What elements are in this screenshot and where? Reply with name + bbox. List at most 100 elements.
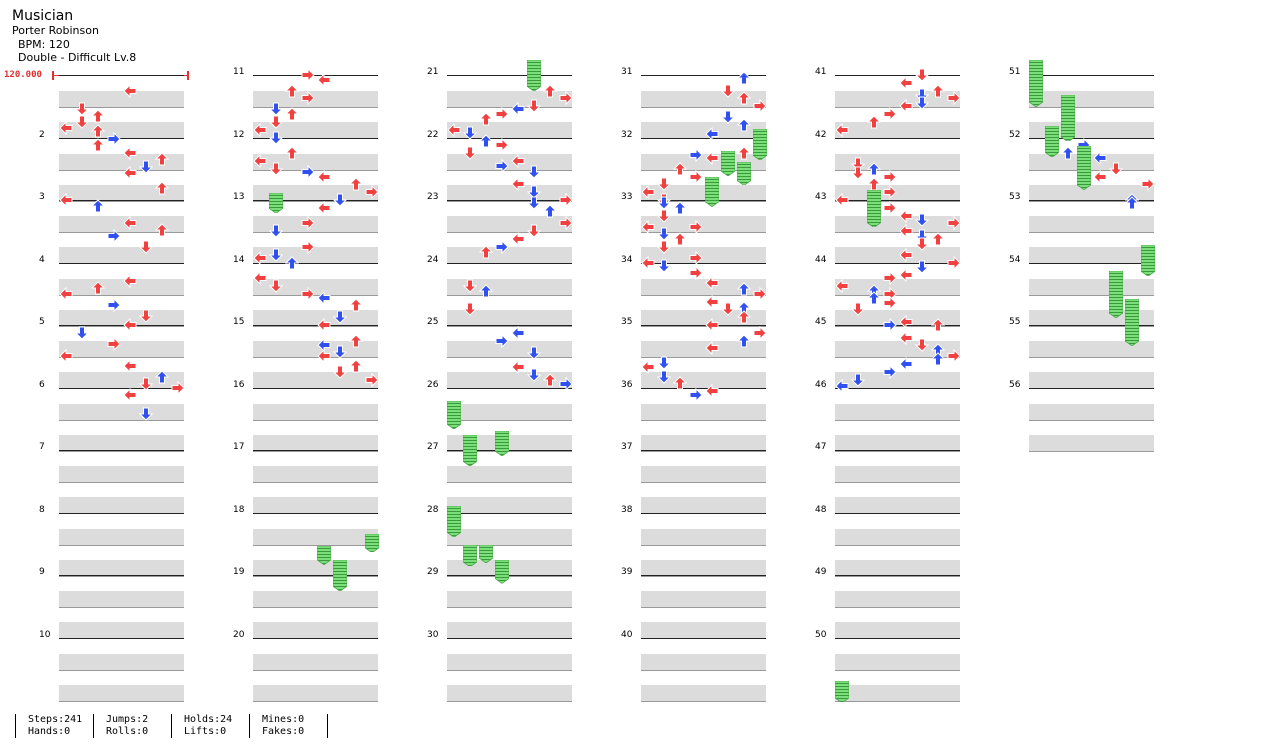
measure-line	[253, 137, 378, 139]
beat-stripe	[1029, 403, 1154, 421]
chart-column: 41 42 43 44 45 46 47 48 49 50	[815, 0, 961, 710]
red-arrow-u-icon	[91, 124, 105, 138]
measure-number: 47	[815, 442, 827, 452]
chart-column: 2 3 4 5 6 7 8 9 10	[39, 0, 185, 710]
red-arrow-r-icon	[947, 91, 961, 106]
red-arrow-r-icon	[301, 216, 315, 231]
beat-stripe	[1029, 309, 1154, 327]
measure-line	[447, 387, 572, 389]
measure-number: 4	[39, 254, 45, 265]
measure-number: 6	[39, 379, 45, 390]
beat-stripe	[253, 653, 378, 671]
measure-line	[59, 575, 184, 576]
hold-note-icon	[446, 505, 462, 538]
measure-number: 13	[233, 192, 245, 202]
blue-arrow-d-icon	[527, 185, 541, 199]
measure-number: 12	[233, 129, 245, 140]
blue-arrow-d-icon	[915, 96, 929, 110]
beat-stripe	[641, 591, 766, 608]
measure-line	[447, 137, 572, 139]
beat-stripe	[641, 216, 766, 233]
beat-stripe	[641, 622, 766, 639]
beat-stripe	[59, 622, 184, 639]
stat-mines: Mines:0	[262, 714, 305, 725]
stat-jumps-rolls: Jumps:2 Rolls:0	[106, 714, 148, 738]
stat-lifts: Lifts:0	[184, 726, 227, 737]
red-arrow-u-icon	[155, 180, 169, 195]
measure-number: 55	[1009, 317, 1021, 327]
blue-arrow-l-icon	[1093, 150, 1107, 165]
red-arrow-l-icon	[123, 358, 137, 373]
red-arrow-u-icon	[673, 376, 687, 390]
beat-stripe	[59, 184, 184, 202]
blue-arrow-d-icon	[721, 110, 735, 124]
red-arrow-u-icon	[91, 108, 105, 123]
measure-number: 9	[39, 567, 45, 577]
blue-arrow-u-icon	[543, 204, 557, 218]
hold-note-icon	[752, 128, 768, 161]
red-arrow-r-icon	[883, 296, 897, 311]
measure-number: 21	[427, 67, 439, 77]
beat-stripe	[447, 591, 572, 608]
beat-stripe	[447, 122, 572, 139]
red-arrow-l-icon	[899, 247, 913, 262]
measure-line	[59, 137, 184, 139]
red-arrow-r-icon	[689, 250, 703, 265]
blue-arrow-l-icon	[511, 102, 525, 117]
red-arrow-u-icon	[285, 107, 299, 121]
red-arrow-l-icon	[317, 169, 331, 184]
measure-line	[641, 262, 766, 264]
beat-stripe	[641, 91, 766, 108]
measure-number: 53	[1009, 192, 1021, 202]
measure-number: 23	[427, 192, 439, 202]
blue-arrow-r-icon	[689, 388, 703, 403]
red-arrow-l-icon	[253, 122, 267, 137]
red-arrow-l-icon	[123, 216, 137, 231]
measure-number: 15	[233, 317, 245, 327]
measure-line	[1029, 262, 1154, 264]
measure-line	[447, 637, 572, 639]
hold-note-icon	[526, 59, 542, 92]
red-arrow-r-icon	[495, 107, 509, 122]
hold-note-icon	[316, 545, 332, 566]
beat-stripe	[253, 309, 378, 327]
beat-stripe	[835, 622, 960, 639]
measure-line	[835, 637, 960, 639]
beat-stripe	[641, 122, 766, 139]
measure-number: 54	[1009, 254, 1021, 265]
blue-arrow-d-icon	[139, 407, 153, 421]
measure-number: 26	[427, 379, 439, 390]
red-arrow-u-icon	[349, 333, 363, 348]
red-arrow-l-icon	[123, 274, 137, 289]
measure-line	[641, 200, 766, 201]
hold-note-icon	[268, 192, 284, 214]
red-arrow-l-icon	[705, 383, 719, 398]
beat-stripe	[641, 559, 766, 577]
blue-arrow-u-icon	[931, 352, 945, 366]
measure-line	[253, 325, 378, 326]
blue-arrow-r-icon	[107, 228, 121, 243]
measure-line	[1029, 137, 1154, 139]
beat-stripe	[447, 341, 572, 358]
red-arrow-l-icon	[511, 153, 525, 168]
blue-arrow-d-icon	[851, 373, 865, 387]
red-arrow-r-icon	[689, 169, 703, 184]
blue-arrow-d-icon	[527, 346, 541, 360]
footer-divider	[15, 714, 16, 738]
blue-arrow-d-icon	[527, 165, 541, 179]
beat-stripe	[447, 309, 572, 327]
measure-line	[253, 637, 378, 639]
hold-note-icon	[494, 559, 510, 585]
red-arrow-u-icon	[931, 232, 945, 246]
beat-stripe	[447, 372, 572, 389]
red-arrow-l-icon	[123, 146, 137, 161]
beat-stripe	[835, 466, 960, 483]
red-arrow-r-icon	[883, 169, 897, 184]
red-arrow-d-icon	[333, 365, 347, 379]
red-arrow-l-icon	[899, 268, 913, 282]
measure-number: 5	[39, 317, 45, 327]
red-arrow-l-icon	[835, 122, 849, 137]
red-arrow-r-icon	[559, 216, 573, 231]
red-arrow-l-icon	[317, 72, 331, 87]
beat-stripe	[447, 216, 572, 233]
